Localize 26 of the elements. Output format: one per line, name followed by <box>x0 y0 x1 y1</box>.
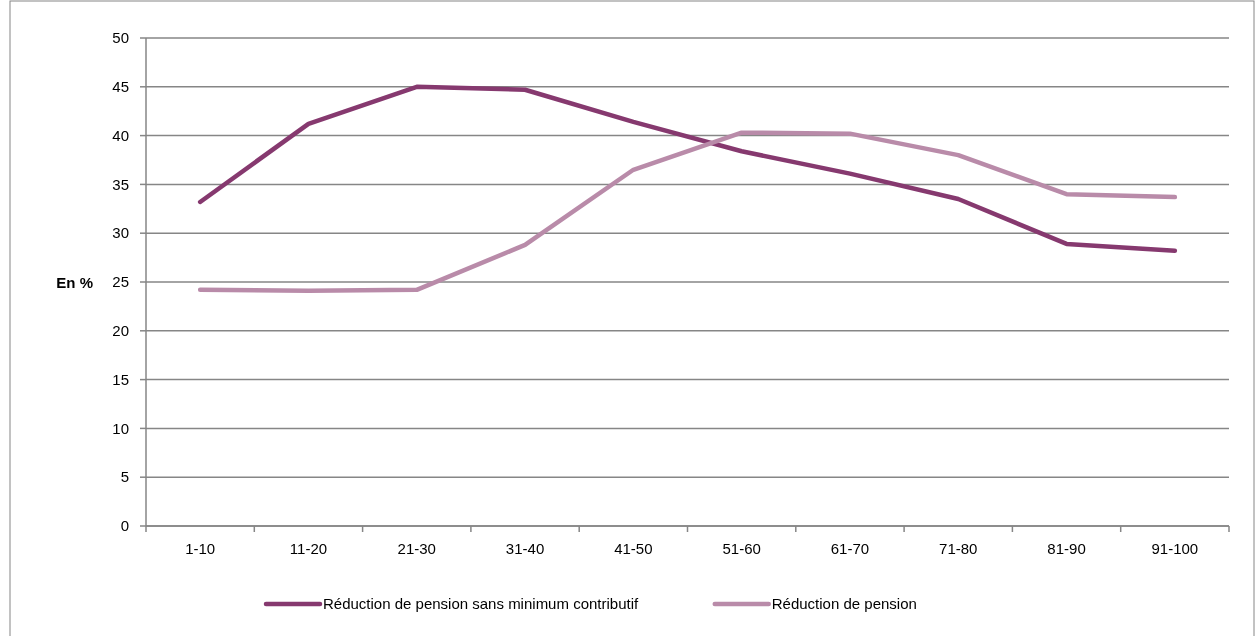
x-tick-label: 31-40 <box>505 540 545 558</box>
y-tick-label: 45 <box>112 78 129 96</box>
y-axis-title: En % <box>56 274 93 292</box>
y-tick-label: 10 <box>112 419 129 437</box>
legend-label: Réduction de pension <box>771 595 917 613</box>
x-tick-label: 51-60 <box>722 540 761 558</box>
line-series <box>197 130 1178 294</box>
x-tick-label: 21-30 <box>397 540 436 558</box>
x-tick-label: 1-10 <box>185 540 216 558</box>
y-tick-label: 15 <box>112 370 129 388</box>
legend-label: Réduction de pension sans minimum contributif <box>323 595 639 613</box>
x-tick-label: 11-20 <box>289 540 328 558</box>
y-tick-label: 35 <box>112 175 129 193</box>
y-tick-label: 50 <box>112 29 129 47</box>
x-tick-label: 71-80 <box>939 540 978 558</box>
x-tick-label: 41-50 <box>614 540 653 558</box>
y-tick-label: 25 <box>112 273 129 291</box>
y-tick-label: 5 <box>120 468 129 486</box>
x-tick-label: 81-90 <box>1047 540 1086 558</box>
y-tick-label: 40 <box>112 126 129 144</box>
line-series <box>197 84 1178 254</box>
y-tick-label: 0 <box>120 517 129 535</box>
y-tick-label: 20 <box>112 322 129 340</box>
y-tick-label: 30 <box>112 224 129 242</box>
x-tick-label: 91-100 <box>1151 540 1199 558</box>
x-tick-label: 61-70 <box>830 540 870 558</box>
